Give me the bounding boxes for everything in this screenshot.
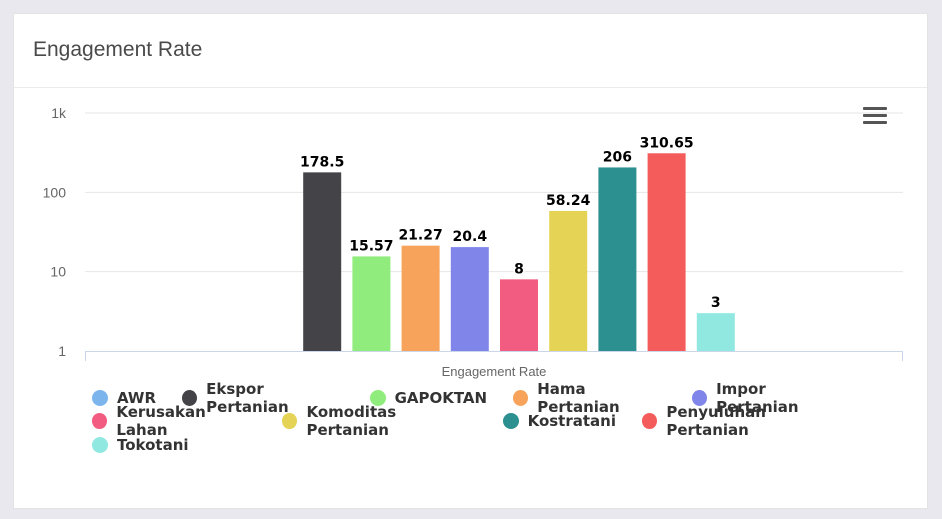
legend-label: Penyuluhan Pertanian: [666, 403, 766, 440]
legend-label: Komoditas Pertanian: [306, 403, 397, 440]
data-label: 310.65: [640, 135, 694, 151]
legend-label: Kostratani: [527, 412, 616, 431]
legend-marker-icon: [369, 389, 386, 406]
legend-label: Impor Pertanian: [716, 379, 799, 416]
legend-label: Kerusakan Lahan: [116, 403, 206, 440]
legend-marker-icon: [502, 413, 519, 430]
chart-legend: AWR Ekspor Pertanian GAPOKTAN Hama Pertania…: [92, 380, 872, 457]
legend-marker-icon: [92, 413, 108, 430]
x-category-label: Engagement Rate: [442, 364, 547, 379]
legend-label: Tokotani: [117, 435, 189, 454]
legend-item[interactable]: Kerusakan Lahan: [92, 403, 256, 439]
legend-item[interactable]: Ekspor Pertanian: [182, 380, 344, 416]
y-tick-label: 10: [50, 264, 66, 280]
data-label: 21.27: [398, 228, 442, 244]
data-label: 206: [603, 149, 632, 165]
bar-tokotani: [696, 313, 735, 351]
bar-kerusakan-lahan: [500, 279, 538, 351]
legend-marker-icon: [182, 389, 198, 406]
legend-marker-icon: [92, 436, 108, 453]
legend-item[interactable]: Impor Pertanian: [691, 379, 846, 416]
legend-marker-icon: [282, 413, 298, 430]
y-tick-label: 100: [43, 184, 67, 200]
legend-item[interactable]: AWR: [92, 389, 156, 407]
legend-item[interactable]: Tokotani: [92, 436, 189, 454]
card-title: Engagement Rate: [33, 38, 203, 61]
bar-penyuluhan-pertanian: [647, 153, 686, 351]
data-label: 8: [514, 261, 524, 277]
legend-marker-icon: [642, 413, 658, 430]
data-label: 15.57: [349, 238, 393, 254]
legend-label: GAPOKTAN: [394, 388, 488, 407]
bar-ekspor-pertanian: [303, 172, 342, 351]
y-tick-label: 1: [58, 343, 66, 359]
legend-row: Tokotani: [92, 433, 872, 457]
bar-impor-pertanian: [450, 247, 489, 351]
data-label: 178.5: [300, 154, 344, 170]
bar-gapoktan: [352, 256, 391, 351]
legend-item[interactable]: Kostratani: [502, 412, 616, 431]
legend-marker-icon: [691, 389, 708, 406]
legend-item[interactable]: Komoditas Pertanian: [282, 403, 476, 439]
legend-item[interactable]: Hama Pertanian: [513, 380, 666, 416]
bar-komoditas-pertanian: [549, 210, 588, 351]
legend-label: AWR: [117, 388, 157, 407]
legend-item[interactable]: GAPOKTAN: [369, 388, 488, 407]
legend-label: Hama Pertanian: [537, 379, 620, 416]
legend-row: Kerusakan Lahan Komoditas Pertanian Kostra…: [92, 403, 872, 439]
bar-hama-pertanian: [401, 245, 440, 351]
legend-item[interactable]: Penyuluhan Pertanian: [642, 403, 846, 439]
y-tick-label: 1k: [51, 105, 67, 121]
legend-marker-icon: [92, 389, 108, 406]
data-label: 20.4: [453, 229, 488, 245]
bar-kostratani: [598, 167, 637, 351]
card-header: Engagement Rate: [14, 14, 927, 88]
data-label: 58.24: [546, 193, 591, 209]
hamburger-menu-icon[interactable]: [863, 107, 887, 125]
data-label: 3: [711, 295, 721, 311]
legend-marker-icon: [513, 389, 529, 406]
legend-row: AWR Ekspor Pertanian GAPOKTAN Hama Pertania…: [92, 380, 872, 416]
legend-label: Ekspor Pertanian: [206, 379, 289, 416]
